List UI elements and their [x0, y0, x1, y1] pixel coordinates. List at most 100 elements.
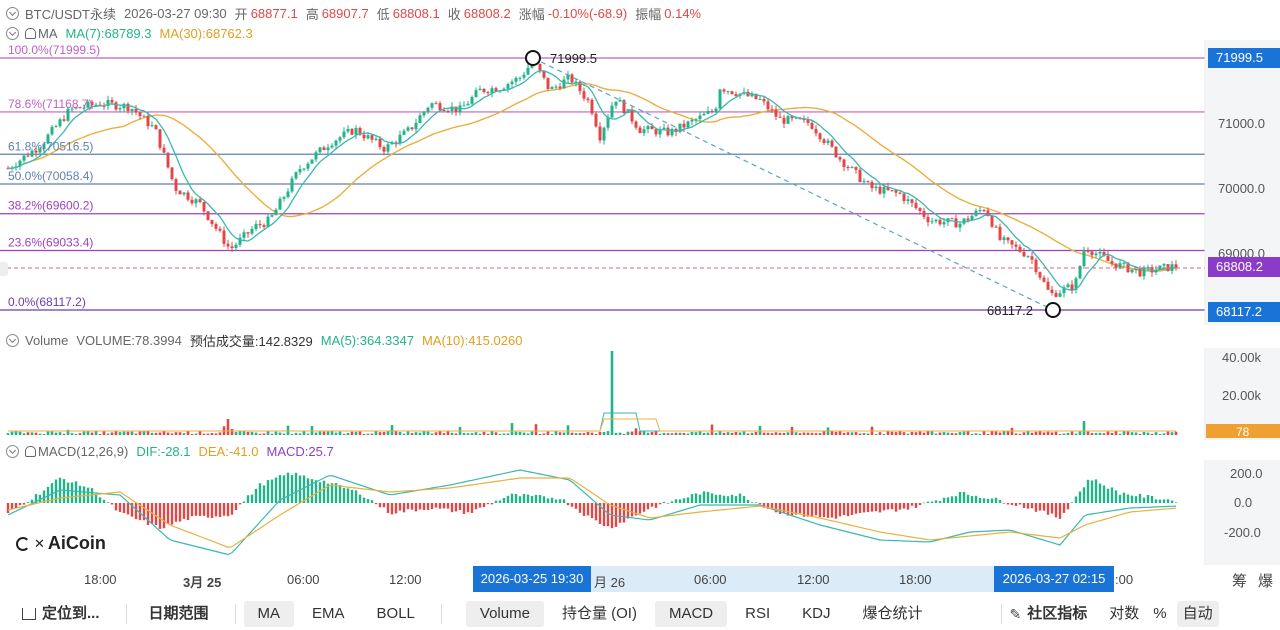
- tab-boll[interactable]: BOLL: [376, 605, 415, 622]
- macd-bar: [66, 482, 70, 503]
- candle-body: [314, 152, 318, 160]
- volume-bar: [246, 431, 250, 435]
- volume-bar: [766, 432, 770, 435]
- auto-scale-toggle[interactable]: 自动: [1176, 601, 1219, 627]
- time-highlight-left[interactable]: 2026-03-25 19:30: [473, 566, 591, 592]
- candle-body: [558, 86, 562, 89]
- candle-body: [134, 109, 138, 113]
- macd-chart[interactable]: 200.0 0.0 -200.0: [0, 460, 1280, 565]
- volume-bar: [262, 433, 266, 435]
- date-range-button[interactable]: 日期范围: [148, 605, 209, 622]
- volume-bar: [1142, 431, 1146, 435]
- candle-body: [614, 101, 618, 106]
- tab-ma[interactable]: MA: [243, 601, 295, 627]
- candle-body: [1054, 292, 1058, 297]
- symbol-label[interactable]: BTC/USDT永续: [25, 6, 117, 22]
- macd-bar: [898, 503, 902, 510]
- volume-bar: [602, 431, 606, 435]
- macd-histogram: [6, 472, 1178, 529]
- macd-bar: [30, 499, 34, 503]
- macd-bar: [1054, 503, 1058, 518]
- macd-bar: [1026, 503, 1030, 509]
- volume-bar: [482, 431, 486, 435]
- candle-body: [1062, 287, 1066, 294]
- volume-bar: [1170, 432, 1174, 435]
- candle-body: [594, 113, 598, 127]
- macd-bar: [874, 503, 878, 512]
- percent-scale-toggle[interactable]: %: [1153, 605, 1167, 622]
- fib-lines: [0, 57, 1205, 311]
- alert-bell-icon[interactable]: [25, 445, 36, 457]
- tab-rsi[interactable]: RSI: [745, 605, 771, 622]
- collapse-chevron-icon[interactable]: [6, 444, 19, 458]
- left-expand-handle[interactable]: [0, 262, 8, 276]
- collapse-chevron-icon[interactable]: [6, 333, 19, 347]
- candle-body: [966, 218, 970, 221]
- macd-bar: [246, 495, 250, 503]
- candle-body: [1130, 269, 1134, 273]
- candle-body: [702, 113, 706, 116]
- candle-body: [350, 128, 354, 135]
- volume-bar: [226, 419, 230, 435]
- locate-button[interactable]: 定位到...: [42, 605, 100, 622]
- volume-bar: [598, 431, 602, 435]
- locate-icon[interactable]: [22, 608, 36, 620]
- macd-bar: [802, 503, 806, 517]
- liquidation-icon[interactable]: 爆: [1258, 573, 1274, 590]
- macd-bar: [546, 498, 550, 503]
- tab-liquidation-stats[interactable]: 爆仓统计: [862, 605, 923, 622]
- macd-bar: [614, 503, 618, 527]
- community-indicators-button[interactable]: 社区指标: [1027, 605, 1088, 622]
- macd-bar: [906, 503, 910, 510]
- macd-bar: [250, 494, 254, 503]
- ma7-value: MA(7):68789.3: [65, 25, 152, 41]
- volume-bar: [138, 431, 142, 435]
- volume-bar: [326, 431, 330, 435]
- volume-bar: [934, 433, 938, 435]
- macd-bar: [606, 503, 610, 527]
- volume-bar: [354, 431, 358, 435]
- volume-indicator-name[interactable]: Volume: [25, 332, 69, 348]
- tab-kdj[interactable]: KDJ: [802, 605, 831, 622]
- volume-bar: [774, 432, 778, 435]
- time-axis[interactable]: 2026-03-25 19:30 2026-03-27 02:15 18:00 …: [0, 566, 1280, 592]
- volume-bar: [378, 432, 382, 435]
- ma-indicator-name[interactable]: MA: [38, 25, 58, 41]
- volume-bar: [426, 431, 430, 435]
- volume-bar: [638, 431, 642, 435]
- candle-body: [62, 119, 66, 121]
- tab-macd[interactable]: MACD: [654, 601, 728, 627]
- volume-bar: [1090, 433, 1094, 435]
- candle-body: [606, 117, 610, 128]
- tab-ema[interactable]: EMA: [312, 605, 345, 622]
- macd-bar: [638, 503, 642, 514]
- volume-bar: [1014, 433, 1018, 435]
- candle-body: [542, 71, 546, 78]
- candle-body: [842, 159, 846, 167]
- macd-bar: [750, 502, 754, 503]
- alert-bell-icon[interactable]: [25, 27, 36, 39]
- log-scale-toggle[interactable]: 对数: [1109, 605, 1140, 622]
- chips-icon[interactable]: 筹: [1232, 573, 1248, 590]
- tab-open-interest[interactable]: 持仓量 (OI): [561, 605, 637, 622]
- candle-body: [834, 146, 838, 158]
- volume-bar: [318, 431, 322, 435]
- macd-indicator-name[interactable]: MACD(12,26,9): [38, 443, 129, 459]
- collapse-chevron-icon[interactable]: [6, 6, 19, 20]
- volume-bar: [298, 433, 302, 435]
- volume-chart[interactable]: 40.00k 20.00k 78: [0, 348, 1280, 440]
- candle-body: [790, 116, 794, 119]
- macd-bar: [162, 503, 166, 529]
- price-chart[interactable]: 100.0%(71999.5) 78.6%(71168.7) 61.8%(70516…: [0, 40, 1280, 325]
- ma30-value: MA(30):68762.3: [159, 25, 253, 41]
- collapse-chevron-icon[interactable]: [6, 26, 19, 40]
- low-point-label: 68117.2: [987, 303, 1033, 318]
- macd-bar: [278, 475, 282, 503]
- tab-volume[interactable]: Volume: [465, 601, 544, 627]
- time-highlight-right[interactable]: 2026-03-27 02:15: [994, 566, 1114, 592]
- volume-bar: [282, 433, 286, 435]
- edit-icon[interactable]: ✎: [1009, 605, 1022, 622]
- candle-body: [678, 123, 682, 132]
- low-value: 68808.1: [392, 5, 440, 21]
- volume-bar: [34, 432, 38, 435]
